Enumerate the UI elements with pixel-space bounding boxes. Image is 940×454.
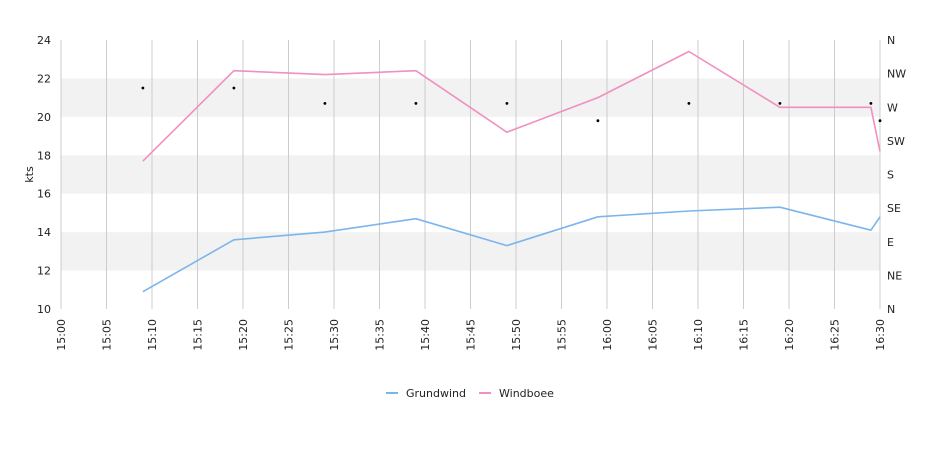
- series-line-windboee: [142, 50, 881, 162]
- x-tick-label: 15:10: [146, 319, 159, 351]
- direction-tick-label: E: [887, 236, 894, 249]
- x-tick-label: 16:30: [874, 319, 887, 351]
- x-tick-label: 15:35: [374, 319, 387, 351]
- direction-marker: [687, 102, 691, 105]
- x-tick-label: 15:25: [283, 319, 296, 351]
- x-tick-label: 16:20: [783, 319, 796, 351]
- y-tick-label: 12: [37, 265, 51, 278]
- x-tick-label: 15:05: [101, 319, 114, 351]
- x-tick-label: 15:30: [328, 319, 341, 351]
- x-tick-label: 16:00: [601, 319, 614, 351]
- x-tick-label: 15:40: [419, 319, 432, 351]
- direction-tick-label: NW: [887, 68, 906, 81]
- y-tick-label: 18: [37, 149, 51, 162]
- direction-tick-label: N: [887, 34, 895, 47]
- y-tick-label: 20: [37, 111, 51, 124]
- direction-tick-label: SE: [887, 202, 901, 215]
- direction-tick-label: W: [887, 101, 898, 114]
- direction-marker: [141, 86, 145, 90]
- direction-marker: [505, 102, 509, 105]
- legend-label: Grundwind: [406, 387, 466, 400]
- direction-tick-label: S: [887, 169, 894, 182]
- direction-marker: [414, 102, 418, 105]
- x-tick-label: 15:45: [465, 319, 478, 351]
- direction-marker: [869, 102, 873, 105]
- x-tick-label: 15:15: [192, 319, 205, 351]
- direction-tick-label: NE: [887, 269, 902, 282]
- y-tick-label: 14: [37, 226, 51, 239]
- direction-marker: [596, 119, 600, 123]
- x-tick-label: 15:55: [556, 319, 569, 351]
- direction-marker: [323, 102, 327, 105]
- direction-marker: [232, 86, 236, 90]
- y-tick-label: 10: [37, 303, 51, 316]
- x-tick-label: 15:50: [510, 319, 523, 351]
- x-tick-label: 16:10: [692, 319, 705, 351]
- legend-label: Windboee: [499, 387, 554, 400]
- y-tick-label: 22: [37, 72, 51, 85]
- direction-tick-label: SW: [887, 135, 905, 148]
- x-tick-label: 15:20: [237, 319, 250, 351]
- x-tick-label: 16:15: [738, 319, 751, 351]
- direction-tick-label: N: [887, 303, 895, 316]
- x-tick-label: 16:25: [829, 319, 842, 351]
- series-line-grundwind: [142, 206, 881, 293]
- y-tick-label: 24: [37, 34, 51, 47]
- y-axis-title: kts: [23, 166, 36, 183]
- x-tick-label: 15:00: [55, 319, 68, 351]
- y-tick-label: 16: [37, 188, 51, 201]
- direction-marker: [778, 102, 782, 105]
- direction-marker: [878, 119, 882, 123]
- x-tick-label: 16:05: [647, 319, 660, 351]
